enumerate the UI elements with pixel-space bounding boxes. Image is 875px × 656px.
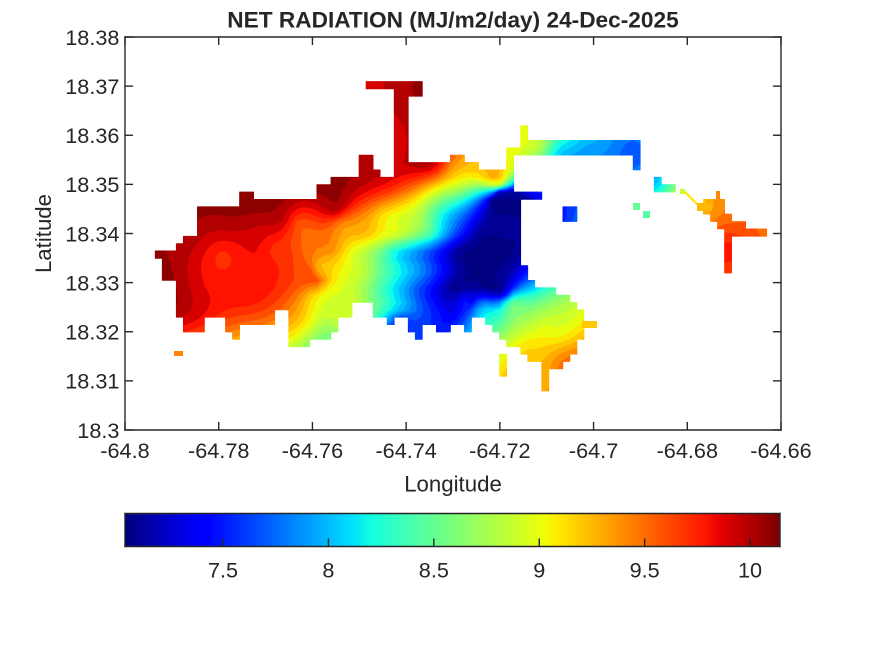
svg-text:-64.72: -64.72 (469, 438, 530, 463)
svg-text:-64.7: -64.7 (569, 438, 618, 463)
svg-text:18.32: 18.32 (65, 320, 119, 345)
svg-text:10: 10 (738, 557, 762, 582)
svg-text:18.31: 18.31 (65, 369, 119, 394)
svg-text:9: 9 (533, 557, 545, 582)
svg-text:NET RADIATION (MJ/m2/day) 24-D: NET RADIATION (MJ/m2/day) 24-Dec-2025 (227, 7, 678, 32)
svg-text:Latitude: Latitude (31, 194, 56, 273)
svg-text:8: 8 (322, 557, 334, 582)
svg-text:18.3: 18.3 (77, 418, 119, 443)
svg-text:9.5: 9.5 (630, 557, 660, 582)
svg-text:-64.68: -64.68 (657, 438, 718, 463)
svg-text:8.5: 8.5 (419, 557, 449, 582)
svg-text:-64.74: -64.74 (375, 438, 436, 463)
svg-text:-64.78: -64.78 (188, 438, 249, 463)
svg-text:18.38: 18.38 (65, 25, 119, 50)
svg-text:18.33: 18.33 (65, 270, 119, 295)
svg-text:-64.66: -64.66 (750, 438, 811, 463)
svg-text:18.35: 18.35 (65, 172, 119, 197)
svg-text:18.37: 18.37 (65, 74, 119, 99)
svg-text:7.5: 7.5 (208, 557, 238, 582)
svg-text:18.36: 18.36 (65, 123, 119, 148)
svg-text:-64.8: -64.8 (100, 438, 149, 463)
svg-text:18.34: 18.34 (65, 221, 119, 246)
svg-text:-64.76: -64.76 (282, 438, 343, 463)
svg-text:Longitude: Longitude (404, 471, 502, 496)
